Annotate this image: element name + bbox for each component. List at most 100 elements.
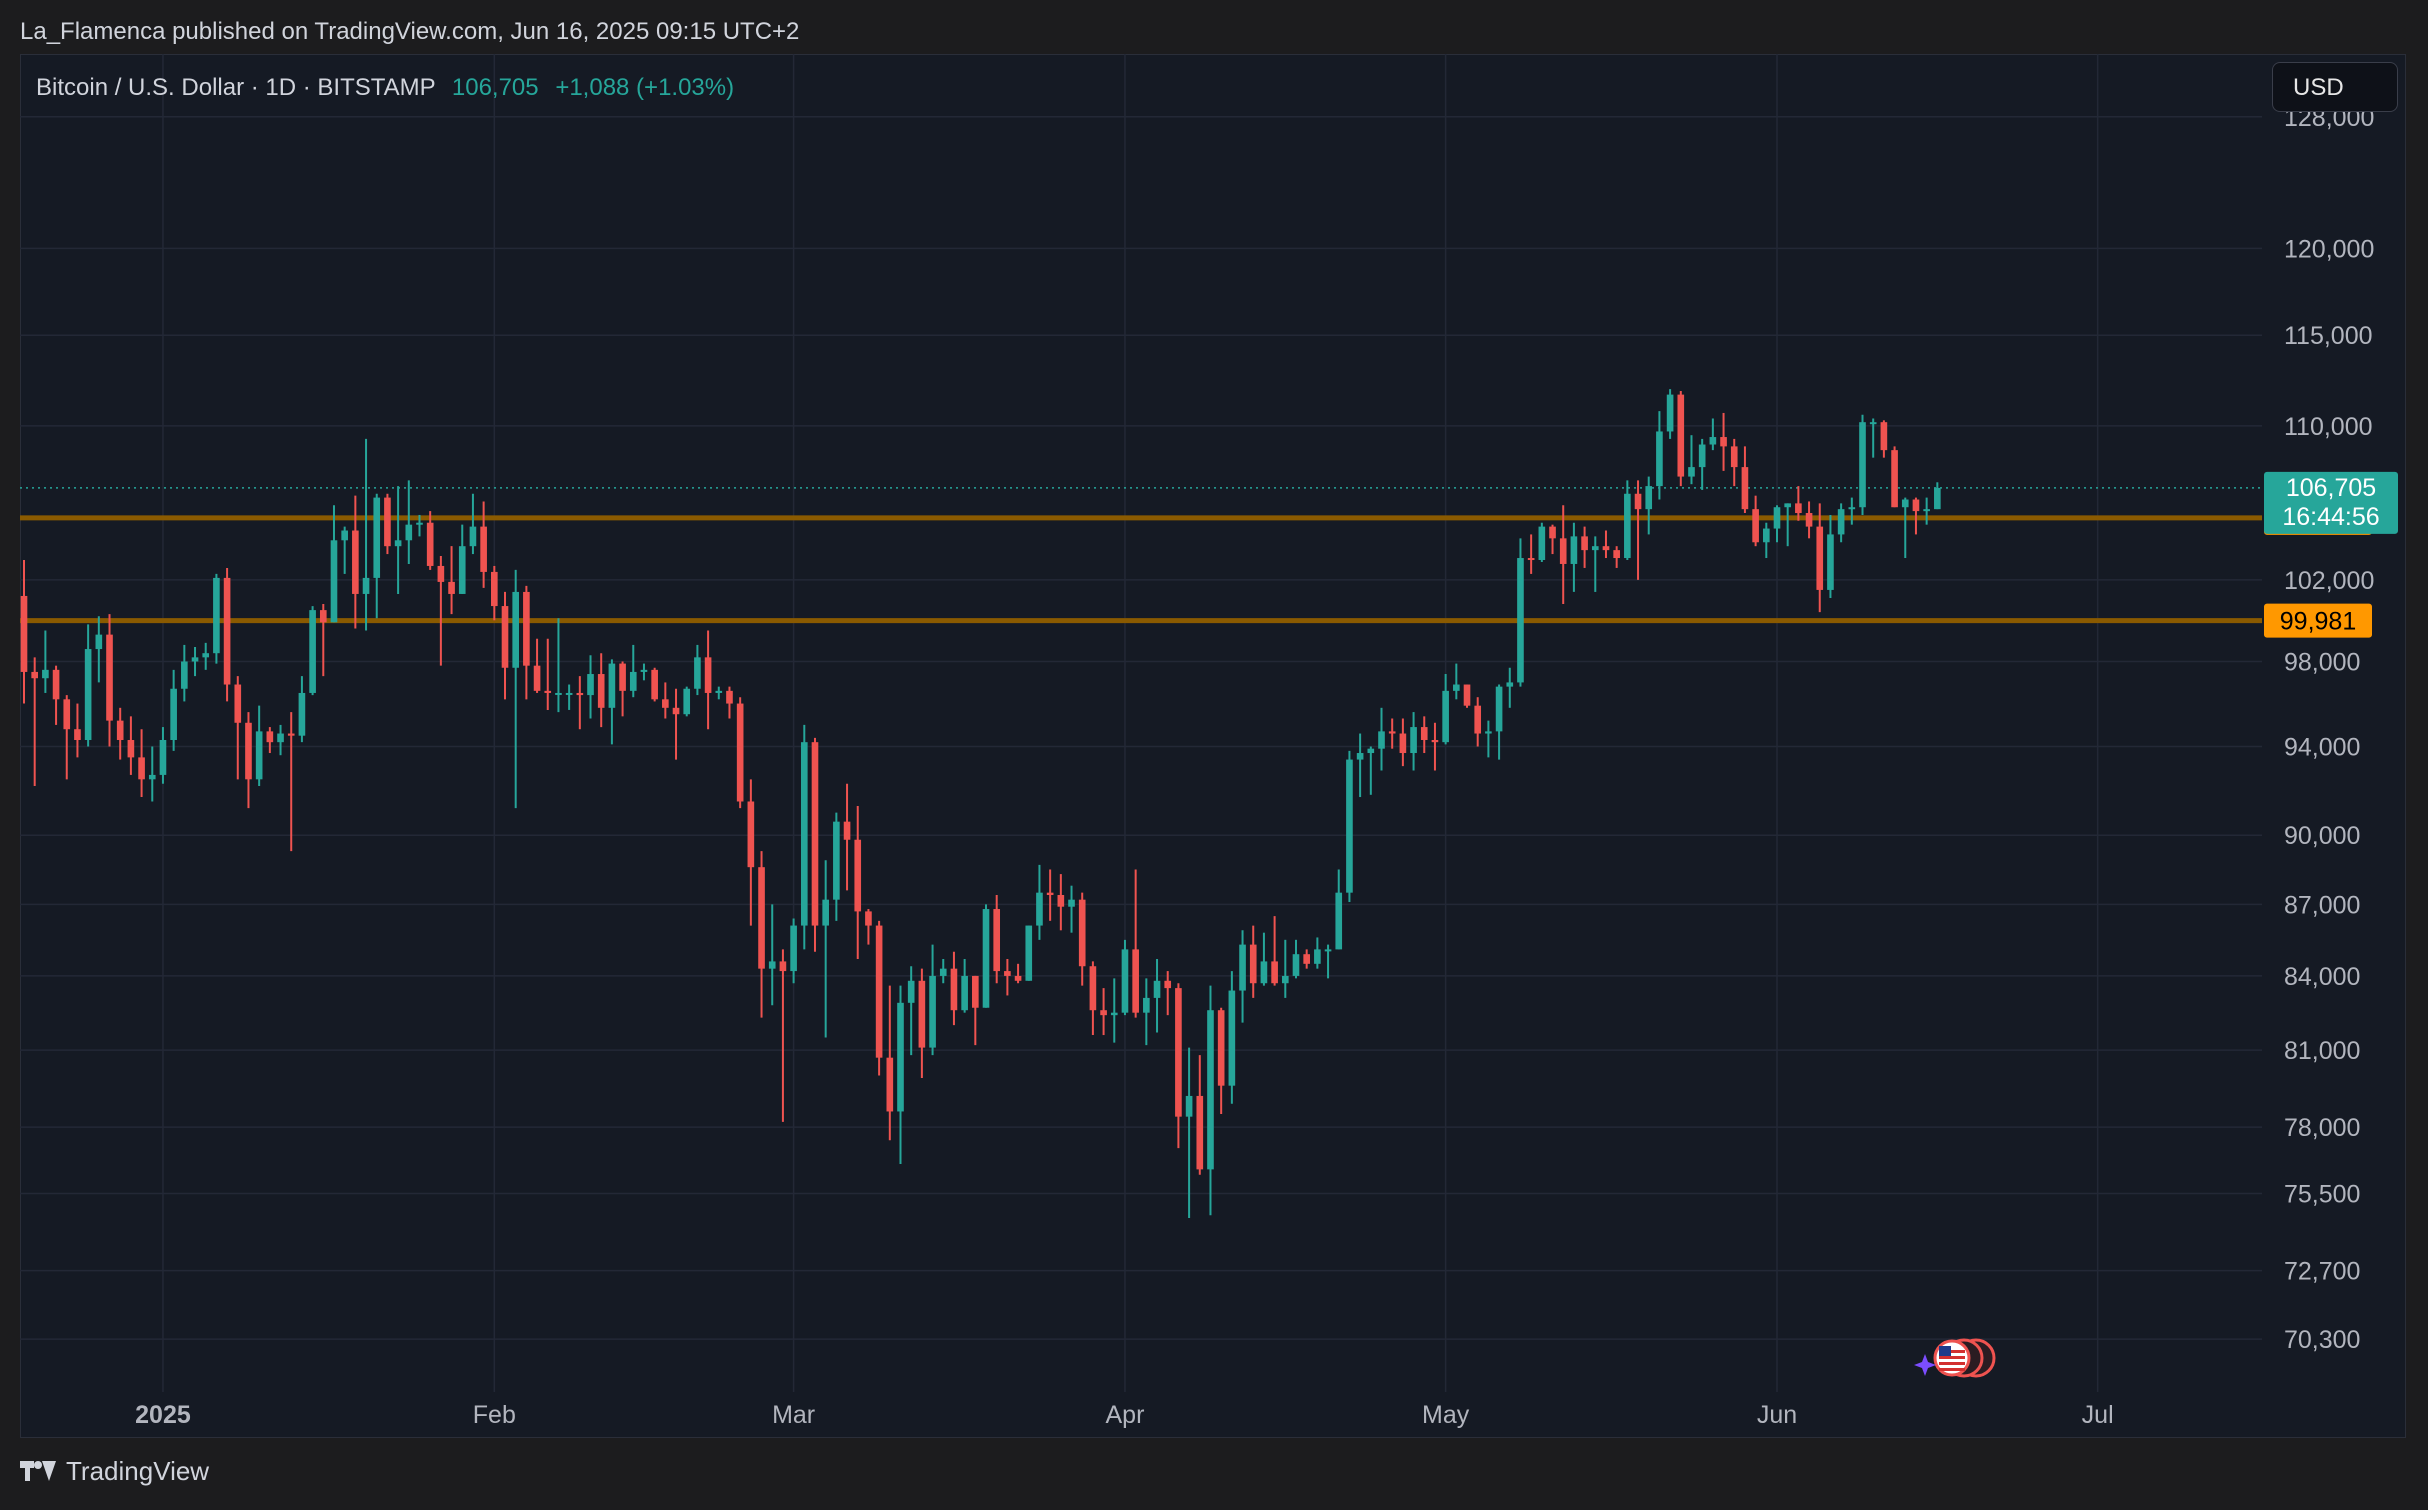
candle <box>1303 949 1310 969</box>
candle-body <box>1805 513 1813 527</box>
candle <box>1271 916 1278 986</box>
candle <box>298 676 306 743</box>
candle-body <box>1837 509 1845 535</box>
candle <box>1495 684 1503 760</box>
candle-body <box>555 692 562 695</box>
candle-body <box>1046 892 1054 895</box>
candle-body <box>1260 961 1268 984</box>
candle <box>448 546 455 615</box>
candle <box>1089 961 1097 1036</box>
candle <box>1901 497 1909 559</box>
candle-body <box>1613 550 1620 559</box>
candle-body <box>608 663 616 708</box>
candle <box>736 697 744 809</box>
candle <box>1506 667 1514 708</box>
candle-body <box>341 530 348 541</box>
y-tick-label: 94,000 <box>2284 734 2360 762</box>
candle-body <box>1698 444 1706 468</box>
candle <box>843 783 851 891</box>
candle <box>1613 546 1620 568</box>
candle-body <box>223 577 231 685</box>
candle-body <box>1720 437 1727 447</box>
candle-body <box>1559 538 1567 564</box>
flag-canton <box>1939 1346 1951 1356</box>
candle-body <box>1538 526 1546 561</box>
candle <box>950 951 958 1026</box>
candle-body <box>1164 980 1172 989</box>
candle <box>544 638 552 710</box>
candle <box>1110 978 1118 1043</box>
candle <box>1570 522 1578 592</box>
candle <box>1677 390 1685 487</box>
candle-body <box>20 595 28 672</box>
symbol-name: Bitcoin / U.S. Dollar · 1D · BITSTAMP <box>36 74 436 101</box>
candle-body <box>1880 422 1888 451</box>
candle <box>1634 480 1642 580</box>
candle <box>1410 712 1417 771</box>
candle <box>555 618 562 713</box>
candle <box>384 493 391 555</box>
candle <box>1762 522 1770 559</box>
candle <box>683 686 691 717</box>
candle <box>715 686 723 700</box>
candle <box>1121 939 1129 1016</box>
candle-body <box>843 821 851 840</box>
candle-body <box>993 909 1001 972</box>
y-tick-label: 98,000 <box>2284 649 2360 677</box>
candle-body <box>95 634 103 650</box>
candle <box>918 968 926 1078</box>
x-tick-label: 2025 <box>135 1401 191 1429</box>
candle-body <box>1399 733 1407 754</box>
candle-body <box>373 497 381 578</box>
candle <box>651 667 658 702</box>
candle <box>1581 526 1588 568</box>
candle <box>512 569 520 809</box>
candle-body <box>1827 534 1834 590</box>
symbol-legend: Bitcoin / U.S. Dollar · 1D · BITSTAMP 10… <box>36 74 734 102</box>
candle-body <box>1356 753 1364 760</box>
candle <box>1153 959 1161 1033</box>
tradingview-footer[interactable]: TradingView <box>20 1456 209 1487</box>
candle-body <box>1816 526 1824 590</box>
candle-body <box>629 671 637 691</box>
candle <box>576 676 584 730</box>
candle <box>533 638 541 693</box>
candle-body <box>662 699 669 708</box>
y-tick-label: 120,000 <box>2284 235 2374 263</box>
candle-body <box>597 674 605 708</box>
x-tick-label: Mar <box>772 1401 815 1429</box>
candle <box>704 630 712 730</box>
candle-body <box>886 1057 894 1112</box>
candle <box>897 985 904 1165</box>
candle-body <box>298 692 306 736</box>
candle-body <box>148 774 156 780</box>
candle-body <box>255 731 263 780</box>
candle <box>1046 869 1054 921</box>
candle <box>341 526 348 574</box>
candle-body <box>1014 975 1022 981</box>
candle <box>191 646 199 677</box>
last-price-label: 106,705 <box>2286 474 2376 502</box>
candle <box>501 591 509 700</box>
currency-button[interactable]: USD <box>2272 62 2398 112</box>
candle <box>694 644 701 696</box>
candle <box>1527 534 1535 574</box>
candle <box>1645 476 1653 535</box>
candle <box>181 644 188 702</box>
candle-body <box>1378 731 1385 749</box>
candle <box>672 688 680 760</box>
candle <box>1346 750 1353 903</box>
candle-body <box>1078 899 1086 967</box>
candle-body <box>1463 684 1471 706</box>
candle <box>330 505 338 623</box>
candlestick-chart[interactable]: 128,000120,000115,000110,000102,00098,00… <box>20 54 2406 1438</box>
candle <box>1260 932 1268 986</box>
candle-body <box>116 720 124 741</box>
candle-body <box>1196 1095 1204 1170</box>
candle <box>159 727 167 784</box>
candle-body <box>1143 997 1150 1013</box>
candle <box>31 657 39 786</box>
candle-body <box>1324 949 1332 952</box>
event-layer <box>1914 1338 1996 1378</box>
candle <box>1559 505 1567 605</box>
